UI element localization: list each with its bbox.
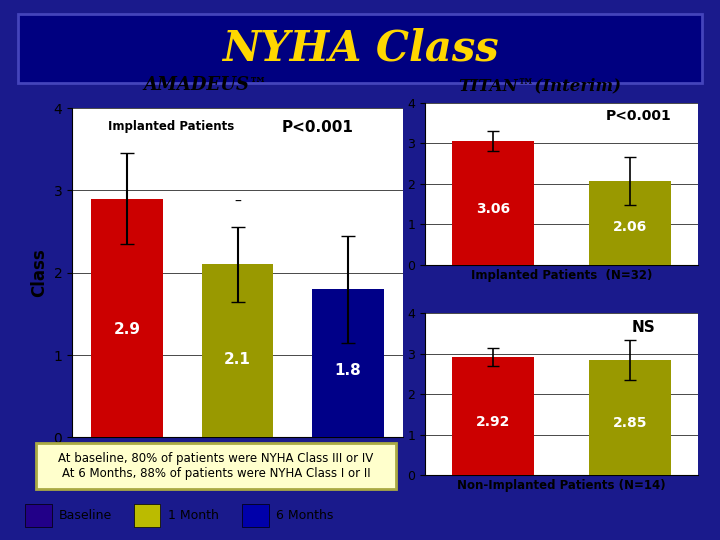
Text: 1 Month: 1 Month bbox=[168, 509, 218, 522]
Text: TITAN™(Interim): TITAN™(Interim) bbox=[459, 78, 621, 94]
Text: P<0.001: P<0.001 bbox=[606, 109, 671, 123]
Bar bbox=[312, 289, 384, 437]
Text: 1.8: 1.8 bbox=[335, 363, 361, 378]
Text: P<0.001: P<0.001 bbox=[281, 119, 353, 134]
Text: 2.1: 2.1 bbox=[224, 352, 251, 367]
Text: 3.06: 3.06 bbox=[476, 202, 510, 216]
Bar bbox=[452, 357, 534, 475]
Text: 2.92: 2.92 bbox=[476, 415, 510, 429]
Text: NYHA Class: NYHA Class bbox=[222, 28, 498, 70]
Bar bbox=[589, 360, 671, 475]
Text: NS: NS bbox=[632, 320, 655, 335]
FancyBboxPatch shape bbox=[36, 443, 396, 489]
Text: Baseline: Baseline bbox=[59, 509, 112, 522]
Bar bbox=[91, 199, 163, 437]
Bar bbox=[452, 140, 534, 265]
Y-axis label: Class: Class bbox=[30, 248, 48, 297]
Text: 2.9: 2.9 bbox=[114, 322, 140, 338]
Text: At baseline, 80% of patients were NYHA Class III or IV
At 6 Months, 88% of patie: At baseline, 80% of patients were NYHA C… bbox=[58, 452, 374, 480]
FancyBboxPatch shape bbox=[18, 14, 702, 83]
Bar bbox=[202, 265, 274, 437]
Text: 2.85: 2.85 bbox=[613, 416, 647, 430]
Bar bbox=[25, 504, 52, 527]
Text: –: – bbox=[234, 194, 241, 208]
Text: Implanted Patients: Implanted Patients bbox=[108, 119, 235, 132]
Bar bbox=[243, 504, 269, 527]
X-axis label: Non-Implanted Patients (N=14): Non-Implanted Patients (N=14) bbox=[457, 480, 666, 492]
Bar bbox=[134, 504, 160, 527]
Text: AMADEUS™: AMADEUS™ bbox=[143, 77, 267, 94]
X-axis label: Implanted Patients  (N=32): Implanted Patients (N=32) bbox=[471, 269, 652, 282]
Text: 6 Months: 6 Months bbox=[276, 509, 333, 522]
Bar bbox=[589, 181, 671, 265]
Text: 2.06: 2.06 bbox=[613, 220, 647, 234]
